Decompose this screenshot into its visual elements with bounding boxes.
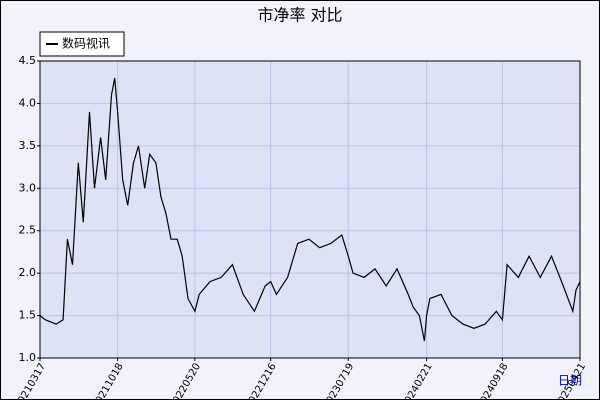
- plot-area: [39, 60, 581, 359]
- y-tick-label: 3.0: [19, 181, 37, 194]
- legend: 数码视讯: [39, 31, 125, 57]
- plot-area: [39, 60, 581, 359]
- y-tick-label: 3.5: [19, 139, 37, 152]
- y-tick-label: 4.0: [19, 96, 37, 109]
- chart-title: 市净率 对比: [257, 6, 342, 25]
- legend-label: 数码视讯: [62, 36, 110, 51]
- y-tick-label: 2.0: [19, 266, 37, 279]
- line: [39, 77, 581, 342]
- x-axis-label: 日期: [558, 374, 582, 388]
- y-tick-label: 1.5: [19, 309, 37, 322]
- y-tick-label: 2.5: [19, 224, 37, 237]
- y-tick-label: 4.5: [19, 54, 37, 67]
- y-tick-label: 1.0: [19, 351, 37, 364]
